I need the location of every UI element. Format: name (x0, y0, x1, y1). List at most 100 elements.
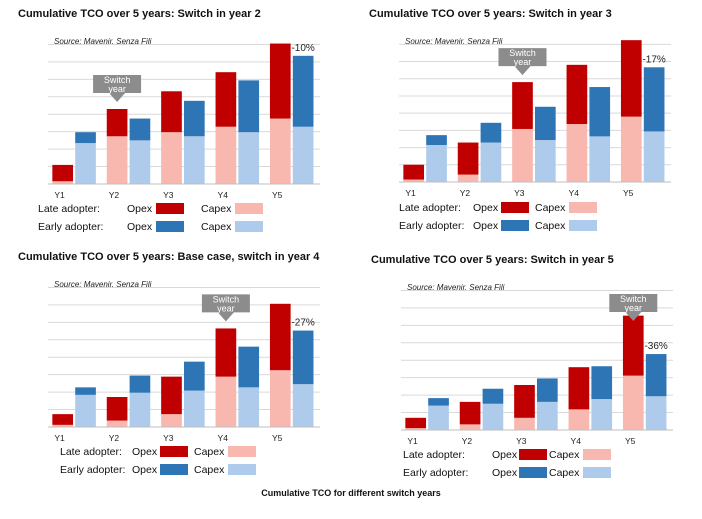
x-tick-label: Y3 (163, 190, 174, 200)
bar-early-opex (129, 375, 151, 393)
chart-title: Cumulative TCO over 5 years: Switch in y… (18, 8, 261, 20)
bar-late-opex (215, 328, 237, 377)
bar-chart: Source: Mavenir, Senza Fili Y1 Y2 Y3 Y4 Switc… (48, 280, 320, 443)
legend-capex-label: Capex (549, 467, 580, 479)
legend-swatch-early-capex (583, 467, 611, 478)
bar-early-opex (129, 118, 151, 141)
legend-late-label: Late adopter: (403, 449, 465, 461)
bar-late-opex (403, 164, 425, 180)
callout-text-line1: Switch (104, 75, 131, 85)
bar-early-capex (537, 401, 558, 430)
savings-label: -10% (291, 43, 314, 54)
bar-late-capex (620, 116, 642, 182)
legend-swatch-late-capex (228, 446, 256, 457)
bar-chart: Source: Mavenir, Senza Fili Y1 Y2 Y3 Switchy… (399, 37, 671, 198)
legend-swatch-early-opex (519, 467, 547, 478)
legend-swatch-late-opex (156, 203, 184, 214)
legend-early-label: Early adopter: (60, 464, 126, 476)
callout-text-line2: year (217, 303, 235, 313)
callout-text-line1: Switch (620, 294, 647, 304)
bar-late-capex (512, 128, 533, 182)
bar-early-opex (292, 330, 314, 385)
bar-late-capex (161, 132, 182, 184)
callout-text-line1: Switch (509, 48, 536, 58)
bar-late-opex (620, 40, 642, 117)
bar-early-capex (238, 387, 260, 427)
bar-late-capex (269, 118, 291, 184)
callout-text-line2: year (514, 57, 532, 67)
chart-source: Source: Mavenir, Senza Fili (407, 283, 505, 292)
bar-late-opex (568, 367, 590, 410)
bar-late-opex (459, 401, 481, 425)
legend-opex-label: Opex (492, 449, 518, 461)
bar-late-capex (106, 136, 128, 184)
bar-early-capex (75, 143, 96, 184)
legend-swatch-late-capex (235, 203, 263, 214)
chart-source: Source: Mavenir, Senza Fili (54, 280, 152, 289)
bar-early-capex (75, 394, 96, 427)
switch-year-callout (609, 294, 658, 321)
x-tick-label: Y2 (462, 436, 473, 446)
bar-late-opex (215, 72, 237, 127)
legend-swatch-early-opex (160, 464, 188, 475)
bar-late-capex (405, 428, 427, 430)
bar-early-capex (643, 131, 665, 182)
bar-late-opex (269, 303, 291, 371)
bar-early-opex (535, 106, 556, 141)
bar-late-opex (622, 315, 644, 376)
legend-swatch-early-capex (235, 221, 263, 232)
bar-early-opex (645, 354, 667, 397)
bar-early-opex (537, 378, 558, 402)
bar-early-capex (292, 384, 314, 427)
legend-swatch-early-opex (156, 221, 184, 232)
bar-early-opex (482, 388, 504, 404)
bar-early-capex (535, 140, 556, 182)
legend-early-label: Early adopter: (399, 220, 465, 232)
switch-year-callout (201, 294, 250, 322)
legend-capex-label: Capex (201, 221, 232, 233)
callout-text-line2: year (108, 84, 126, 94)
legend-opex-label: Opex (132, 446, 158, 458)
bar-early-capex (292, 126, 314, 184)
chart-source: Source: Mavenir, Senza Fili (54, 37, 152, 46)
bar-late-capex (514, 417, 535, 430)
legend-opex-label: Opex (492, 467, 518, 479)
bar-early-opex (238, 346, 260, 388)
legend-opex-label: Opex (127, 203, 153, 215)
legend-opex-label: Opex (473, 220, 499, 232)
savings-label: -17% (642, 54, 665, 65)
x-tick-label: Y2 (460, 188, 471, 198)
bar-early-capex (426, 145, 447, 182)
bar-early-capex (645, 396, 667, 430)
bar-early-capex (184, 390, 205, 427)
bar-early-opex (238, 80, 260, 133)
legend-capex-label: Capex (201, 203, 232, 215)
x-tick-label: Y2 (109, 190, 120, 200)
x-tick-label: Y1 (407, 436, 418, 446)
bar-chart: Source: Mavenir, Senza Fili Y1 Y2 Switchyea… (48, 37, 320, 200)
x-tick-label: Y1 (405, 188, 416, 198)
legend-early-label: Early adopter: (38, 221, 104, 233)
bar-early-opex (184, 100, 205, 137)
chart-title: Cumulative TCO over 5 years: Switch in y… (371, 254, 614, 266)
bar-late-opex (269, 43, 291, 119)
bar-early-opex (426, 135, 447, 145)
bar-early-capex (428, 405, 449, 430)
bar-late-capex (269, 370, 291, 427)
legend-early-label: Early adopter: (403, 467, 469, 479)
savings-label: -27% (291, 318, 314, 329)
bar-late-opex (566, 64, 588, 125)
legend-swatch-early-opex (501, 220, 529, 231)
bar-late-capex (215, 126, 237, 184)
x-tick-label: Y4 (218, 433, 229, 443)
x-tick-label: Y1 (54, 433, 65, 443)
legend-swatch-late-opex (160, 446, 188, 457)
x-tick-label: Y5 (272, 433, 283, 443)
bar-late-opex (52, 414, 74, 425)
bar-late-opex (512, 82, 533, 129)
x-tick-label: Y3 (514, 188, 525, 198)
chart-source: Source: Mavenir, Senza Fili (405, 37, 503, 46)
bar-late-capex (622, 375, 644, 430)
x-tick-label: Y3 (516, 436, 527, 446)
bar-early-opex (184, 361, 205, 391)
